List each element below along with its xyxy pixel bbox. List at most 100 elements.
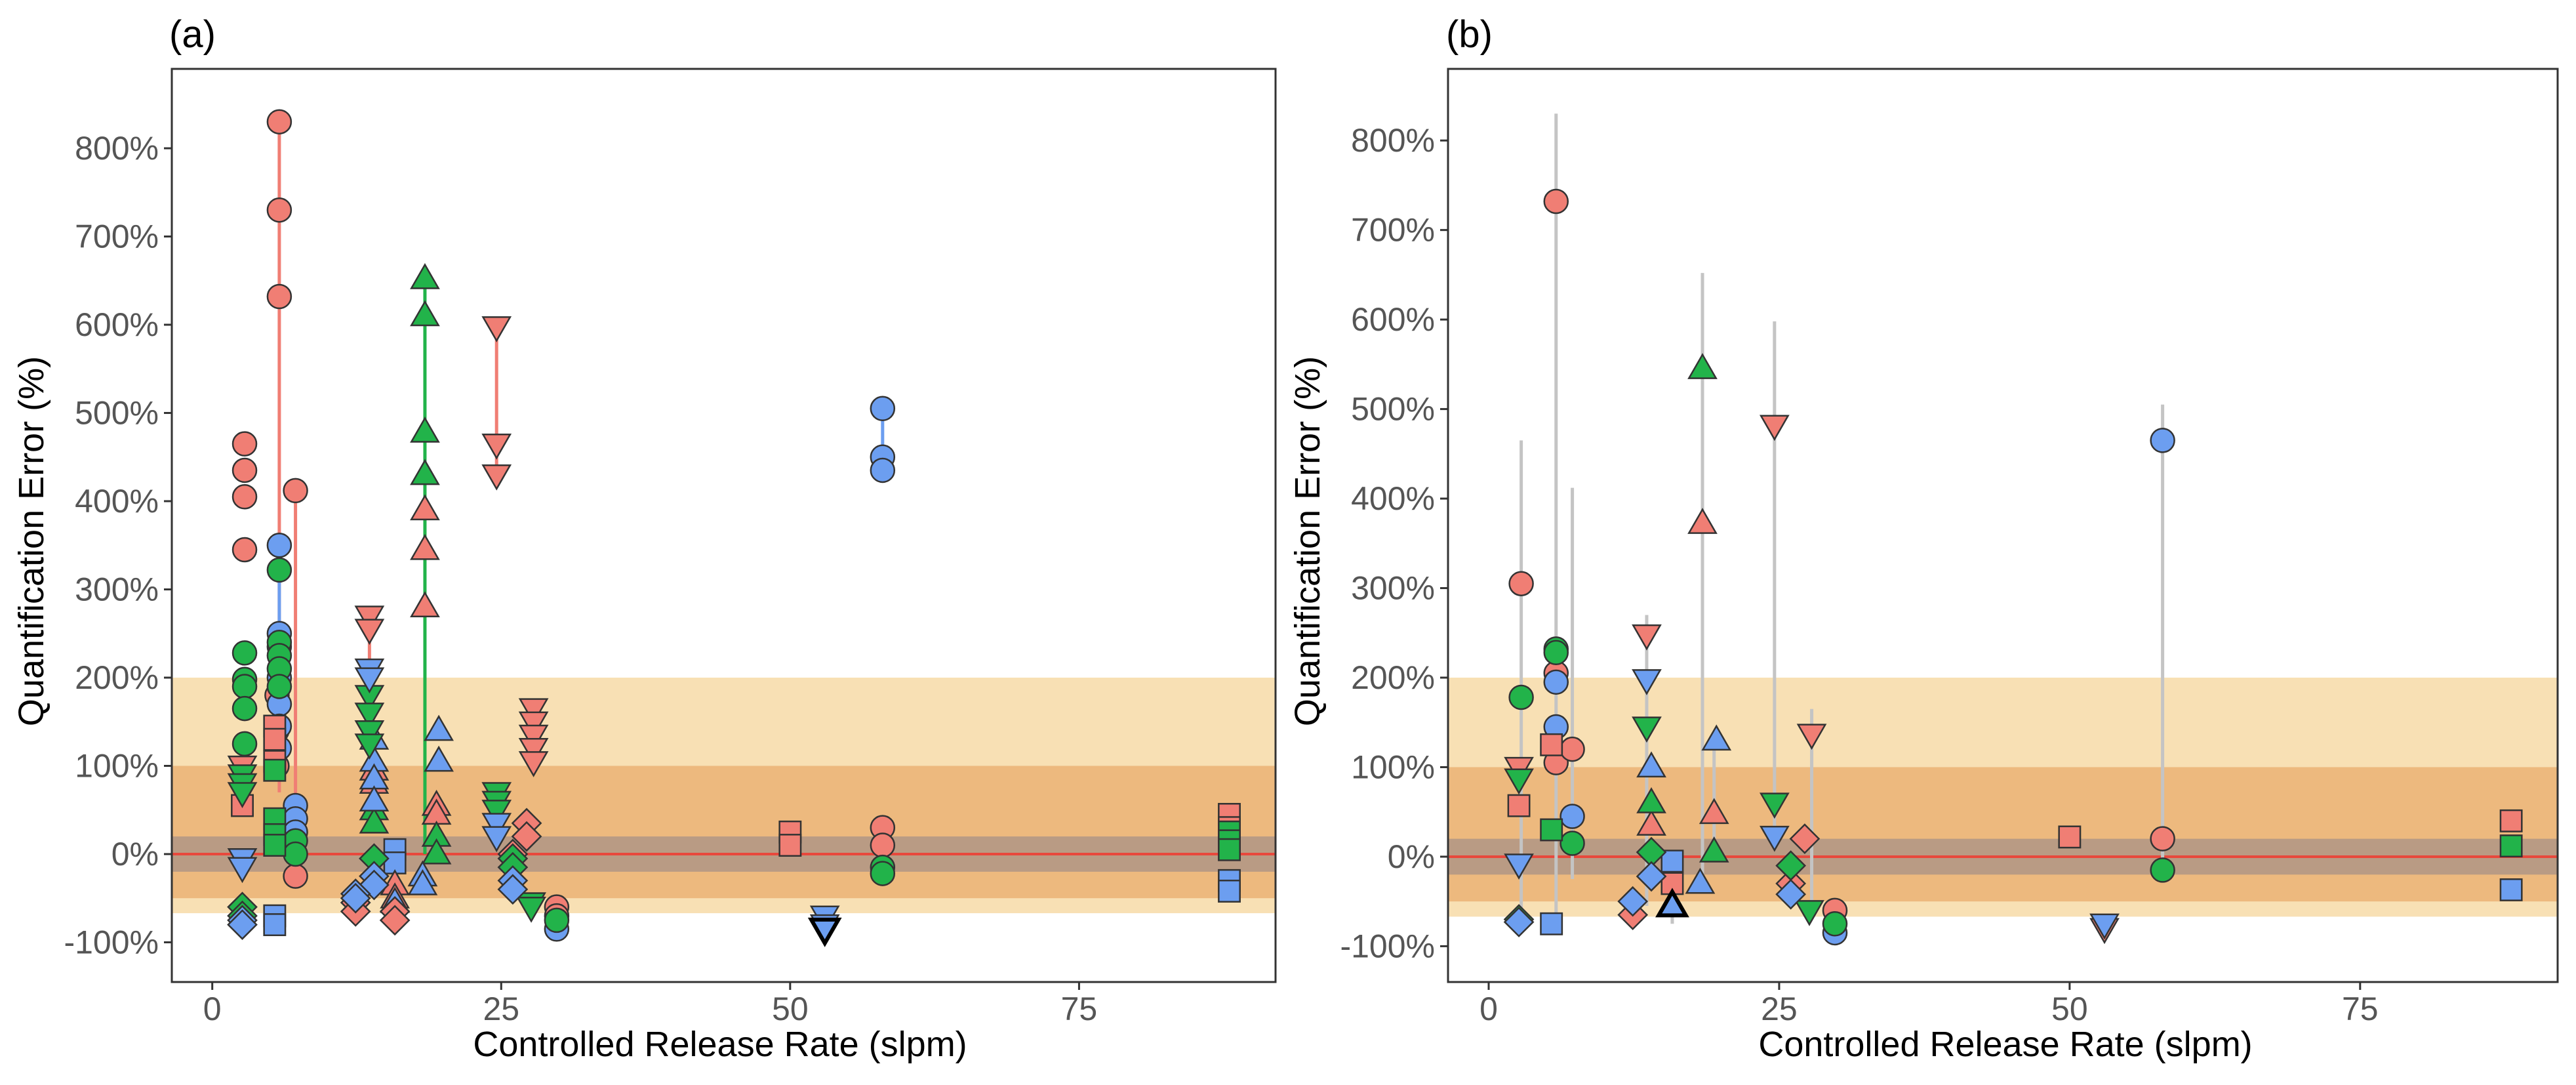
panel-a-point-triangle-blue-7 <box>407 869 438 895</box>
panel-b-point-down-triangle-blue-3 <box>2089 913 2120 940</box>
panel-a-x-tick-label-2: 50 <box>772 991 809 1027</box>
panel-a-point-down-triangle-green-3 <box>354 733 385 760</box>
panel-b-point-square-blue-1 <box>1660 850 1684 873</box>
panel-a-point-square-blue-1 <box>263 913 287 937</box>
panel-a-plot-frame <box>171 68 1277 983</box>
panel-a-point-triangle-green-2 <box>410 417 440 443</box>
panel-b-point-square-blue-0 <box>1540 912 1563 935</box>
panel-a-point-triangle-green-1 <box>410 300 440 327</box>
panel-a-point-triangle-green-0 <box>410 262 440 289</box>
panel-a-point-circle-red-5 <box>231 484 258 510</box>
panel-b-point-down-triangle-green-1 <box>1504 768 1534 795</box>
panel-a-point-circle-green-7 <box>231 674 258 699</box>
panel-b-point-triangle-red-1 <box>1699 798 1729 825</box>
panel-b-point-circle-red-5 <box>2150 826 2175 851</box>
panel-b-x-tick-label-3: 75 <box>2342 991 2379 1027</box>
panel-a-point-triangle-red-2 <box>410 591 440 618</box>
panel-b-point-down-triangle-blue-1 <box>1759 825 1790 852</box>
panel-b-point-down-triangle-green-0 <box>1632 716 1662 743</box>
panel-a-y-tick-label-4: 300% <box>75 571 159 608</box>
panel-a-point-triangle-red-1 <box>410 533 440 560</box>
panel-a-point-triangle-green-3 <box>410 459 440 485</box>
panel-a-point-down-triangle-green-2 <box>354 720 385 747</box>
panel-a-point-circle-blue-12 <box>870 457 896 483</box>
panel-b-point-circle-red-4 <box>1560 736 1585 762</box>
panel-a-y-tick-label-8: 700% <box>75 218 159 255</box>
panel-b-y-tick-label-7: 600% <box>1351 301 1435 338</box>
panel-a-point-diamond-red-1 <box>511 821 542 852</box>
panel-a-x-tick-label-0: 0 <box>203 991 222 1027</box>
panel-a-point-triangle-blue-1 <box>424 745 454 772</box>
panel-a-point-circle-green-8 <box>231 695 258 722</box>
panel-a-point-circle-red-6 <box>231 537 258 563</box>
panel-a-y-tick-label-7: 600% <box>75 306 159 343</box>
panel-b-x-tick-label-2: 50 <box>2051 991 2088 1027</box>
panel-b-point-circle-green-0 <box>1508 684 1534 710</box>
panel-a-point-circle-red-1 <box>266 197 292 223</box>
panel-a-point-down-triangle-blue-2 <box>481 813 512 840</box>
panel-b-plot-area: -100% 0% 100% 200% 300% 400% 500% 600% 700% 800% 0… <box>1340 68 2559 1027</box>
panel-b-band-mid <box>1448 767 2558 902</box>
panel-b-point-square-green-0 <box>1540 818 1563 842</box>
panel-b-point-square-red-2 <box>2058 825 2082 849</box>
panel-b-y-tick-label-4: 300% <box>1351 570 1435 607</box>
panel-a-point-square-green-0 <box>263 758 287 782</box>
panel-a-y-tick-label-2: 100% <box>75 747 159 784</box>
panel-a-point-circle-green-14 <box>544 907 570 933</box>
panel-b-point-triangle-blue-2 <box>1685 867 1716 894</box>
panel-b-point-triangle-blue-1 <box>1636 751 1666 778</box>
panel-b-y-tick-label-0: -100% <box>1340 928 1435 964</box>
panel-b-point-down-triangle-red-2 <box>1796 724 1827 750</box>
panel-a-point-triangle-green-7 <box>421 838 452 865</box>
panel-a-y-axis-title: Quantification Error (%) <box>12 356 51 726</box>
panel-a-point-circle-blue-0 <box>266 533 292 558</box>
panel-a-point-down-triangle-red-5 <box>518 698 549 725</box>
panel-b-point-triangle-red-0 <box>1687 508 1718 534</box>
panel-a-point-square-blue-5 <box>1218 880 1241 903</box>
panel-b-y-tick-label-5: 400% <box>1351 480 1435 517</box>
panel-b-point-down-triangle-red-1 <box>1632 624 1662 651</box>
panel-b-point-triangle-red-2 <box>1636 809 1666 836</box>
panel-b-point-triangle-green-2 <box>1699 836 1729 863</box>
panel-b-y-tick-label-2: 100% <box>1351 748 1435 785</box>
panel-a-point-down-triangle-red-9 <box>518 751 549 777</box>
panel-a-point-circle-red-13 <box>870 832 896 858</box>
panel-a-point-circle-red-3 <box>231 431 258 457</box>
panel-b-y-axis-title: Quantification Error (%) <box>1288 356 1327 726</box>
panel-a-y-tick-label-3: 200% <box>75 659 159 696</box>
panel-a-point-circle-green-11 <box>283 841 308 867</box>
panel-b-point-square-blue-2 <box>2499 878 2523 901</box>
panel-a-point-circle-red-2 <box>266 283 292 310</box>
panel-b-y-tick-label-1: 0% <box>1388 838 1435 875</box>
panel-b-point-diamond-blue-3 <box>1503 907 1535 937</box>
panel-b-point-diamond-blue-0 <box>1775 878 1807 910</box>
panel-b-x-tick-label-1: 25 <box>1761 991 1798 1027</box>
panel-a-point-triangle-blue-5 <box>359 785 390 811</box>
panel-a-point-circle-green-0 <box>266 557 292 583</box>
panel-a-point-down-triangle-red-8 <box>518 737 549 764</box>
panel-a-point-down-triangle-bold-blue-0 <box>807 917 842 947</box>
panel-a-point-circle-blue-10 <box>870 396 896 422</box>
panel-a-point-down-triangle-red-4 <box>354 619 385 645</box>
panel-b-point-circle-green-4 <box>2150 857 2175 883</box>
panel-a-point-diamond-blue-5 <box>340 882 371 914</box>
panel-b-point-triangle-green-1 <box>1636 787 1666 813</box>
panel-b-label: (b) <box>1446 13 1493 56</box>
panel-b-x-axis-title: Controlled Release Rate (slpm) <box>1758 1025 2252 1064</box>
panel-a-point-down-triangle-red-6 <box>518 711 549 738</box>
panel-b-point-square-red-0 <box>1507 794 1531 817</box>
panel-b-plot-frame <box>1447 68 2559 983</box>
panel-a-point-triangle-green-5 <box>359 807 390 834</box>
panel-b-point-triangle-blue-0 <box>1701 724 1732 751</box>
panel-b-point-down-triangle-blue-2 <box>1504 853 1534 880</box>
panel-b-point-circle-blue-2 <box>1560 804 1585 829</box>
panel-a-point-down-triangle-green-11 <box>516 897 546 923</box>
panel-b-point-triangle-green-0 <box>1687 353 1718 379</box>
panel-b-point-circle-green-2 <box>1543 640 1569 666</box>
panel-a-point-circle-red-11 <box>283 863 308 889</box>
panel-a-point-down-triangle-blue-5 <box>227 857 258 884</box>
panel-b-y-tick-label-9: 800% <box>1351 122 1435 159</box>
panel-a-y-tick-label-9: 800% <box>75 130 159 167</box>
panel-a: (a) -100% 0% 100% 200% 300% 400% 500% 600% 700% 8… <box>12 13 1277 1064</box>
panel-a-point-square-red-2 <box>263 727 287 751</box>
